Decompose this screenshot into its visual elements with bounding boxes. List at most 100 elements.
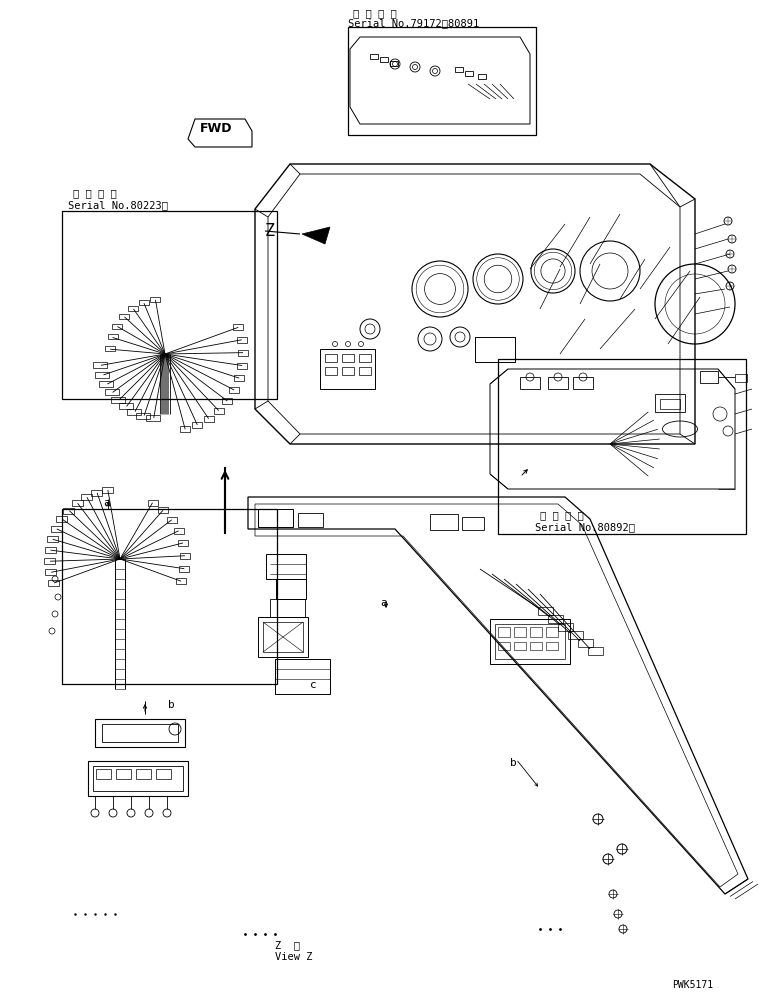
Text: Serial No.80892～: Serial No.80892～: [535, 522, 635, 532]
Polygon shape: [302, 228, 330, 245]
Bar: [178, 541, 188, 547]
Bar: [150, 297, 161, 302]
Bar: [234, 376, 244, 382]
Bar: [93, 766, 183, 791]
Bar: [548, 378, 568, 390]
Bar: [179, 567, 189, 573]
Text: b: b: [510, 757, 517, 767]
Bar: [490, 619, 570, 664]
Bar: [81, 495, 92, 501]
Bar: [102, 488, 113, 494]
Bar: [107, 335, 117, 340]
Bar: [229, 388, 239, 394]
Bar: [48, 580, 59, 586]
Bar: [105, 347, 115, 352]
Bar: [270, 599, 305, 617]
Bar: [237, 363, 247, 369]
Bar: [735, 375, 747, 383]
Text: 適 用 号 機: 適 用 号 機: [73, 188, 117, 198]
Bar: [91, 490, 102, 496]
Bar: [238, 350, 248, 356]
Bar: [102, 725, 178, 743]
Bar: [139, 301, 149, 306]
Bar: [156, 769, 171, 779]
Bar: [538, 607, 553, 615]
Text: Serial No.79172～80891: Serial No.79172～80891: [348, 18, 479, 28]
Bar: [119, 404, 133, 410]
Bar: [129, 306, 139, 312]
Text: View Z: View Z: [275, 951, 312, 961]
Bar: [359, 355, 371, 363]
Text: a: a: [103, 498, 110, 508]
Bar: [520, 378, 540, 390]
Bar: [51, 527, 62, 533]
Bar: [93, 363, 107, 369]
Bar: [46, 537, 58, 543]
Text: Serial No.80223～: Serial No.80223～: [68, 200, 168, 210]
Bar: [370, 55, 378, 60]
Bar: [223, 399, 232, 405]
Bar: [298, 514, 323, 528]
Bar: [233, 325, 243, 331]
Bar: [530, 642, 542, 650]
Bar: [568, 631, 583, 639]
Bar: [180, 426, 190, 433]
Text: PWK5171: PWK5171: [672, 979, 713, 989]
Bar: [390, 62, 398, 67]
Bar: [258, 617, 308, 657]
Bar: [116, 769, 131, 779]
Bar: [99, 382, 114, 388]
Bar: [95, 720, 185, 747]
Bar: [498, 627, 510, 637]
Bar: [475, 338, 515, 363]
Bar: [462, 518, 484, 531]
Text: b: b: [168, 700, 174, 710]
Bar: [258, 510, 293, 528]
Bar: [111, 398, 125, 404]
Bar: [465, 72, 473, 77]
Bar: [44, 548, 56, 554]
Bar: [455, 68, 463, 73]
Text: 適 用 号 機: 適 用 号 機: [353, 8, 397, 18]
Bar: [359, 368, 371, 376]
Bar: [578, 639, 593, 647]
Bar: [44, 559, 55, 565]
Bar: [104, 390, 119, 396]
Bar: [530, 627, 542, 637]
Text: 適 用 号 機: 適 用 号 機: [540, 510, 584, 520]
Text: FWD: FWD: [200, 122, 232, 135]
Bar: [498, 642, 510, 650]
Bar: [325, 368, 337, 376]
Bar: [380, 58, 388, 63]
Bar: [176, 579, 186, 584]
Bar: [174, 528, 184, 534]
Bar: [700, 372, 718, 384]
Bar: [180, 554, 190, 560]
Bar: [167, 517, 177, 523]
Bar: [655, 395, 685, 413]
Bar: [548, 615, 563, 623]
Bar: [63, 508, 75, 514]
Text: a: a: [380, 597, 387, 607]
Bar: [660, 400, 680, 410]
Bar: [495, 624, 565, 659]
Bar: [62, 212, 277, 400]
Bar: [430, 515, 458, 531]
Bar: [56, 517, 67, 523]
Bar: [158, 508, 168, 514]
Bar: [148, 500, 158, 506]
Bar: [192, 422, 203, 428]
Bar: [546, 627, 558, 637]
Bar: [478, 75, 486, 80]
Bar: [263, 622, 303, 652]
Bar: [45, 570, 56, 576]
Bar: [72, 501, 82, 507]
Bar: [136, 769, 151, 779]
Bar: [120, 314, 130, 319]
Text: c: c: [310, 679, 317, 689]
Bar: [266, 555, 306, 580]
Bar: [136, 414, 150, 419]
Bar: [558, 623, 573, 631]
Bar: [276, 580, 306, 599]
Bar: [127, 410, 141, 415]
